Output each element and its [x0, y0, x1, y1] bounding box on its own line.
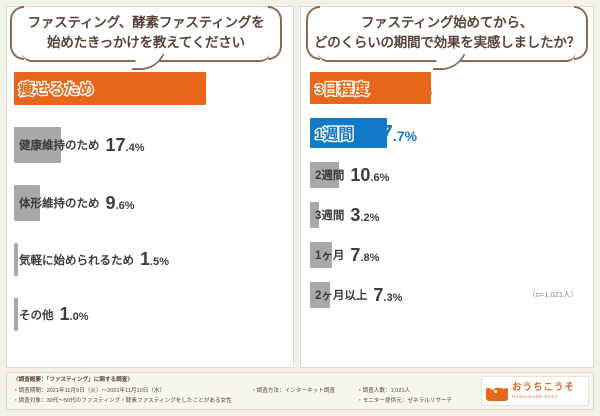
footer-column-sample: ・調査人数：1,021人 ・モニター提供元：ゼネラルリサーチ: [357, 375, 475, 407]
bar-value: 70.5%: [104, 75, 154, 101]
logo-name: おうちこうそ: [512, 382, 576, 394]
bar-fill: [14, 243, 19, 276]
bracket-right-icon: [268, 6, 282, 60]
footer-columns: 〈調査概要：「ファスティング」に関する調査〉 ・調査期間：2021年11月9日（…: [7, 375, 481, 407]
bar-fill: [14, 72, 206, 105]
bar-row: 体形維持のため 9.6%: [14, 185, 286, 221]
bar-row: 健康維持のため 17.4%: [14, 127, 286, 163]
bar-category-label: 1週間: [314, 124, 355, 144]
left-question-bubble: ファスティング、酵素ファスティングを 始めたきっかけを教えてください: [10, 4, 282, 70]
footer-sample-count: ・調査人数：1,021人: [357, 387, 411, 394]
footer-monitor-source: ・モニター提供元：ゼネラルリサーチ: [357, 398, 453, 405]
bar-value: 27.7%: [367, 119, 418, 146]
bar-row: その他 1.0%: [14, 298, 286, 331]
bar-row: 1週間 27.7%: [310, 118, 588, 148]
left-bar-chart: 痩せるため 70.5% 健康維持のため 17.4% 体形維持のため 9.6% 気軽に始められ…: [14, 72, 286, 331]
bar-value: 7.3%: [373, 284, 403, 305]
bar-fill: [310, 242, 332, 268]
footer-column-overview: 〈調査概要：「ファスティング」に関する調査〉 ・調査期間：2021年11月9日（…: [13, 375, 245, 407]
bar-row: 2ヶ月以上 7.3%: [310, 282, 588, 308]
bar-fill: [14, 127, 62, 163]
bar-fill: [14, 185, 41, 221]
brand-logo: おうちこうそ Homemade koso: [481, 376, 589, 406]
bar-fill: [310, 162, 340, 188]
bar-fill: [310, 118, 387, 148]
bar-category-label: 1ヶ月: [315, 250, 345, 262]
bar-value: 17.4%: [105, 134, 145, 155]
footer-period: ・調査期間：2021年11月9日（火）〜2021年11月10日（水）: [13, 387, 166, 394]
bar-value: 3.2%: [350, 204, 380, 225]
right-question-bubble: ファスティング始めてから、 どのくらいの期間で効果を実感しましたか？: [306, 4, 588, 70]
bracket-left-icon: [10, 6, 24, 60]
bar-category-label: 2週間: [315, 170, 345, 182]
footer-column-method: ・調査方法：インターネット調査: [251, 375, 351, 407]
sample-size-note: （n=1,021人）: [528, 290, 578, 299]
bar-category-label: 体形維持のため: [19, 198, 100, 210]
bar-value: 1.0%: [59, 304, 89, 324]
bar-fill: [310, 202, 319, 228]
bar-category-label: 3日程度: [314, 79, 370, 99]
bar-row: 3週間 3.2%: [310, 202, 588, 228]
bar-category-label: 痩せるため: [18, 80, 96, 100]
bar-category-label: 気軽に始められるため: [19, 254, 134, 267]
bar-fill: [310, 282, 331, 308]
bar-value: 7.8%: [350, 244, 380, 265]
right-bar-chart: （n=1,021人） 3日程度 43.4% 1週間 27.7% 2週間 10.6% 3週間 3…: [310, 72, 588, 308]
footer-target: ・調査対象：30代〜50代のファスティング・酵素ファスティングをしたことがある女…: [13, 398, 232, 405]
bar-category-label: 2ヶ月以上: [315, 290, 368, 302]
logo-tagline: Homemade koso: [512, 393, 558, 399]
logo-text: おうちこうそ Homemade koso: [512, 383, 575, 399]
bar-category-label: その他: [19, 309, 54, 322]
bar-fill: [310, 72, 431, 104]
bar-value: 1.5%: [140, 249, 169, 269]
left-question-text: ファスティング、酵素ファスティングを 始めたきっかけを教えてください: [27, 15, 265, 50]
bar-row: 痩せるため 70.5%: [14, 72, 286, 105]
bar-row: 3日程度 43.4%: [310, 72, 588, 104]
bar-value: 43.4%: [382, 74, 433, 101]
bar-value: 9.6%: [105, 192, 135, 213]
footer-overview-heading: 〈調査概要：「ファスティング」に関する調査〉: [13, 377, 133, 384]
survey-footer: 〈調査概要：「ファスティング」に関する調査〉 ・調査期間：2021年11月9日（…: [6, 372, 594, 410]
bar-row: 1ヶ月 7.8%: [310, 242, 588, 268]
bar-value: 10.6%: [350, 164, 390, 185]
bar-row: 2週間 10.6%: [310, 162, 588, 188]
right-question-text: ファスティング始めてから、 どのくらいの期間で効果を実感しましたか？: [314, 15, 580, 50]
bar-fill: [14, 298, 18, 331]
bar-category-label: 3週間: [315, 210, 345, 222]
bar-row: 気軽に始められるため 1.5%: [14, 243, 286, 276]
bar-category-label: 健康維持のため: [19, 140, 100, 152]
footer-method: ・調査方法：インターネット調査: [251, 387, 335, 394]
jar-icon: [486, 381, 508, 401]
